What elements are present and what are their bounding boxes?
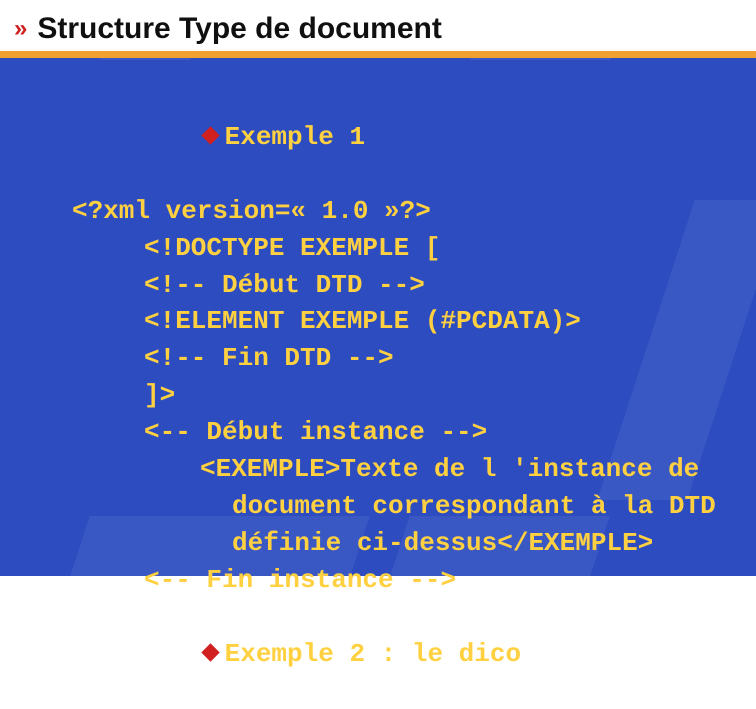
slide-body: Exemple 1 <?xml version=« 1.0 »?> <!DOCT… bbox=[72, 82, 726, 709]
exemple-2-label: Exemple 2 : le dico bbox=[225, 639, 521, 669]
diamond-icon bbox=[201, 126, 219, 144]
instance-text-l2: document correspondant à la DTD bbox=[72, 488, 726, 525]
header-separator bbox=[0, 51, 756, 58]
page-title: Structure Type de document bbox=[37, 12, 442, 46]
instance-text-l1: <EXEMPLE>Texte de l 'instance de bbox=[72, 451, 726, 488]
code-line-debut-instance: <-- Début instance --> bbox=[72, 414, 726, 451]
code-line-fin-instance: <-- Fin instance --> bbox=[72, 562, 726, 599]
code-line-debut-dtd: <!-- Début DTD --> bbox=[72, 267, 726, 304]
slide: » Structure Type de document Exemple 1 <… bbox=[0, 0, 756, 576]
exemple-1-label: Exemple 1 bbox=[225, 122, 365, 152]
code-line-xml: <?xml version=« 1.0 »?> bbox=[72, 193, 726, 230]
code-line-doctype: <!DOCTYPE EXEMPLE [ bbox=[72, 230, 726, 267]
instance-text-l3: définie ci-dessus</EXEMPLE> bbox=[72, 525, 726, 562]
code-line-element: <!ELEMENT EXEMPLE (#PCDATA)> bbox=[72, 303, 726, 340]
code-line-close: ]> bbox=[72, 377, 726, 414]
header-bar: » Structure Type de document bbox=[0, 0, 756, 58]
chevron-icon: » bbox=[14, 15, 23, 43]
code-line-fin-dtd: <!-- Fin DTD --> bbox=[72, 340, 726, 377]
diamond-icon bbox=[201, 643, 219, 661]
exemple-1-heading: Exemple 1 bbox=[72, 82, 726, 193]
exemple-2-heading: Exemple 2 : le dico bbox=[72, 599, 726, 709]
